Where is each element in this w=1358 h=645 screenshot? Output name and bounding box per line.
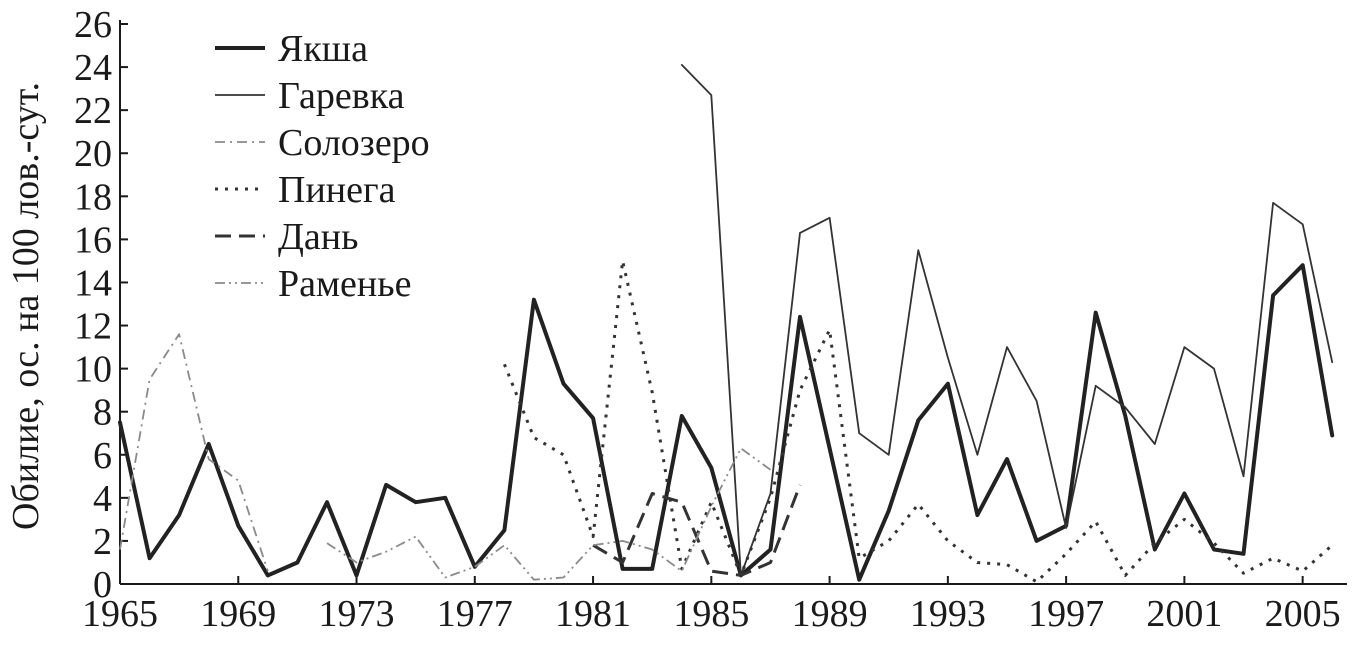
- y-tick-label: 8: [93, 392, 112, 434]
- y-tick-label: 0: [93, 564, 112, 606]
- y-tick-label: 22: [74, 90, 112, 132]
- x-tick-label: 1973: [319, 593, 395, 635]
- y-tick-label: 2: [93, 521, 112, 563]
- x-tick-label: 1993: [910, 593, 986, 635]
- legend-item: Якша: [215, 28, 368, 70]
- series-0-line: [118, 263, 1335, 582]
- series-1-line: [680, 64, 1334, 577]
- x-tick-label: 1989: [792, 593, 868, 635]
- y-tick-label: 10: [74, 349, 112, 391]
- legend-label: Пинега: [278, 169, 396, 211]
- x-tick-label: 2001: [1146, 593, 1222, 635]
- x-tick-label: 2005: [1265, 593, 1341, 635]
- legend-label: Солозеро: [278, 122, 430, 164]
- series-5-line: [326, 447, 772, 581]
- legend-item: Гаревка: [215, 75, 405, 117]
- legend-item: Дань: [215, 216, 358, 258]
- series-layer: [118, 64, 1335, 584]
- y-tick-label: 20: [74, 133, 112, 175]
- legend-item: Раменье: [215, 263, 411, 305]
- axes: [119, 20, 1347, 585]
- x-tick-label: 1977: [437, 593, 513, 635]
- y-tick-label: 12: [74, 306, 112, 348]
- y-tick-label: 16: [74, 219, 112, 261]
- legend-item: Солозеро: [215, 122, 430, 164]
- y-tick-label: 24: [74, 47, 112, 89]
- y-tick-label: 14: [74, 262, 112, 304]
- legend: Якша Гаревка Солозеро Пинега Дань Раменье: [215, 28, 430, 305]
- legend-label: Раменье: [278, 263, 411, 305]
- y-tick-label: 6: [93, 435, 112, 477]
- x-tick-label: 1985: [673, 593, 749, 635]
- legend-item: Пинега: [215, 169, 396, 211]
- legend-label: Дань: [278, 216, 358, 258]
- x-tick-label: 1997: [1028, 593, 1104, 635]
- y-axis-title: Обилие, ос. на 100 лов.-сут.: [5, 82, 47, 530]
- series-2-line: [119, 333, 269, 572]
- x-tick-label: 1981: [555, 593, 631, 635]
- x-tick-label: 1965: [82, 593, 158, 635]
- y-tick-label: 26: [74, 4, 112, 46]
- legend-label: Якша: [278, 28, 368, 70]
- x-axis-ticks: 1965 1969 1973 1977 1981 1985 1989 1993 1997 2001…: [82, 576, 1341, 635]
- legend-label: Гаревка: [278, 75, 405, 117]
- y-tick-label: 4: [93, 478, 112, 520]
- x-tick-label: 1969: [200, 593, 276, 635]
- y-tick-label: 18: [74, 176, 112, 218]
